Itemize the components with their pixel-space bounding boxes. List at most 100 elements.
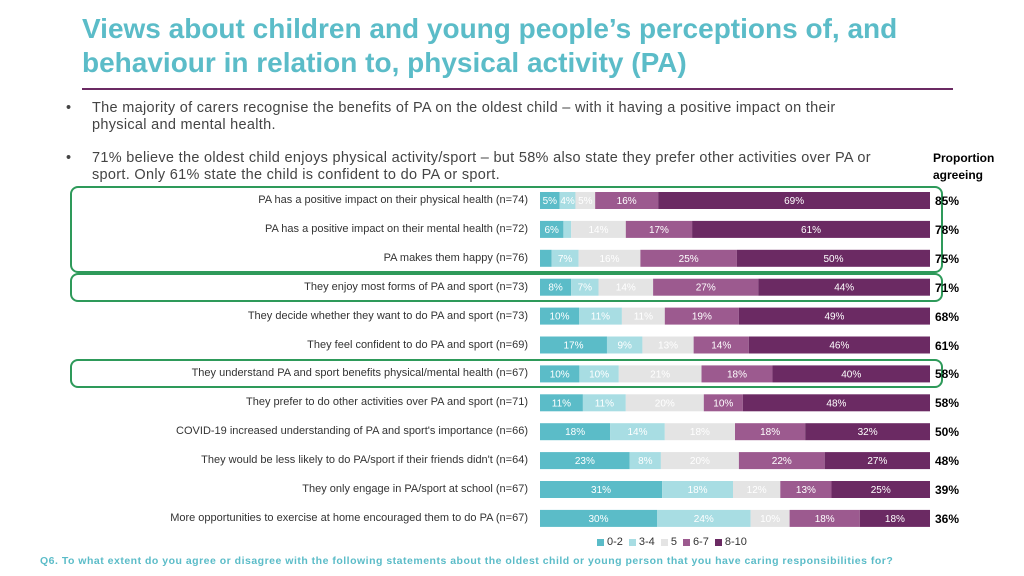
bar-data-label: 44%: [834, 283, 854, 294]
bar-data-label: 13%: [796, 485, 816, 496]
bar-data-label: 48%: [826, 398, 846, 409]
bar-segment-0-2: [540, 452, 630, 470]
legend-label: 5: [670, 536, 677, 548]
bar-segment-8-10: [742, 394, 930, 412]
bullet-1: • The majority of carers recognise the b…: [66, 100, 886, 134]
bar-segment-6-7: [703, 394, 743, 412]
bar-data-label: 18%: [690, 427, 710, 438]
bar-data-label: 14%: [711, 341, 731, 352]
legend-item: 3-4: [628, 536, 655, 548]
category-label: PA makes them happy (n=76): [383, 251, 528, 264]
bar-segment-5: [578, 249, 641, 267]
bar-data-label: 5%: [543, 196, 558, 207]
bar-segment-0-2: [540, 394, 583, 412]
bar-segment-3-4: [563, 220, 572, 238]
footnote: Q6. To what extent do you agree or disag…: [40, 555, 894, 567]
legend-swatch: [628, 538, 636, 546]
bar-data-label: 31%: [591, 485, 611, 496]
bar-segment-0-2: [540, 307, 579, 325]
proportion-agreeing-value: 58%: [935, 396, 960, 411]
bar-segment-8-10: [824, 452, 930, 470]
proportion-agreeing-value: 71%: [935, 280, 960, 295]
proportion-agreeing-value: 36%: [935, 511, 960, 526]
bar-data-label: 25%: [871, 485, 891, 496]
bar-data-label: 13%: [658, 341, 678, 352]
bar-segment-5: [733, 481, 781, 498]
bar-segment-0-2: [540, 278, 572, 296]
bar-segment-3-4: [571, 278, 599, 296]
bar-segment-6-7: [625, 220, 693, 238]
proportion-agreeing-value: 50%: [935, 425, 960, 440]
bar-data-label: 27%: [696, 283, 716, 294]
bar-data-label: 18%: [688, 485, 708, 496]
bar-data-label: 10%: [589, 369, 609, 380]
category-label: PA has a positive impact on their mental…: [264, 222, 528, 235]
category-label: More opportunities to exercise at home e…: [170, 511, 528, 524]
legend-swatch: [660, 538, 668, 546]
bar-segment-3-4: [662, 481, 734, 498]
bar-data-label: 18%: [885, 514, 905, 525]
bar-segment-8-10: [859, 509, 930, 527]
title-divider: [82, 88, 953, 90]
category-label: They would be less likely to do PA/sport…: [201, 454, 528, 467]
proportion-agreeing-value: 68%: [935, 309, 960, 324]
bullet-text: The majority of carers recognise the ben…: [92, 100, 836, 133]
category-label: They only engage in PA/sport at school (…: [302, 483, 528, 495]
bar-data-label: 17%: [649, 225, 669, 236]
category-label: PA has a positive impact on their physic…: [258, 194, 528, 206]
bar-data-label: 19%: [692, 312, 712, 323]
legend-label: 8-10: [724, 536, 747, 548]
bar-segment-3-4: [629, 452, 661, 470]
proportion-agreeing-value: 61%: [935, 338, 960, 353]
legend-item: 8-10: [714, 536, 747, 548]
proportion-agreeing-value: 78%: [935, 222, 960, 237]
bar-segment-0-2: [540, 192, 560, 209]
bar-data-label: 18%: [815, 514, 835, 525]
category-label: They feel confident to do PA and sport (…: [307, 338, 528, 351]
bar-data-label: 16%: [617, 196, 637, 207]
highlight-group-box: [70, 186, 943, 273]
bar-data-label: 7%: [558, 254, 573, 265]
bar-data-label: 6%: [544, 225, 559, 236]
highlight-group-box: [70, 272, 943, 302]
bar-segment-8-10: [831, 481, 930, 498]
legend-label: 6-7: [692, 536, 709, 548]
bar-data-label: 32%: [858, 427, 878, 438]
bar-segment-0-2: [540, 423, 611, 441]
bar-segment-3-4: [559, 192, 576, 209]
bar-data-label: 17%: [563, 341, 583, 352]
bar-segment-0-2: [540, 509, 657, 527]
bar-segment-8-10: [772, 365, 930, 383]
bar-data-label: 10%: [550, 369, 570, 380]
bar-segment-8-10: [738, 307, 930, 325]
bar-data-label: 16%: [599, 254, 619, 265]
legend-item: 6-7: [682, 536, 709, 548]
category-label: They enjoy most forms of PA and sport (n…: [304, 280, 528, 293]
bar-segment-0-2: [540, 336, 607, 354]
bar-segment-8-10: [736, 249, 930, 267]
bar-data-label: 7%: [578, 283, 593, 294]
bar-segment-3-4: [551, 249, 579, 267]
bar-segment-5: [575, 192, 596, 209]
bar-data-label: 14%: [616, 283, 636, 294]
bar-segment-8-10: [805, 423, 930, 441]
bar-data-label: 46%: [829, 341, 849, 352]
category-label: COVID-19 increased understanding of PA a…: [176, 425, 528, 438]
bar-data-label: 5%: [578, 196, 593, 207]
legend-swatch: [682, 538, 690, 546]
legend-swatch: [714, 538, 722, 546]
category-label: They decide whether they want to do PA a…: [247, 309, 528, 322]
bar-segment-0-2: [540, 365, 580, 383]
proportion-header: Proportion agreeing: [933, 151, 995, 182]
bar-segment-8-10: [658, 192, 930, 209]
bar-segment-6-7: [664, 307, 739, 325]
bar-data-label: 8%: [638, 456, 653, 467]
bar-data-label: 18%: [565, 427, 585, 438]
bar-data-label: 9%: [617, 341, 632, 352]
bar-data-label: 25%: [679, 254, 699, 265]
bar-segment-5: [664, 423, 735, 441]
bar-segment-6-7: [738, 452, 825, 470]
bar-segment-6-7: [640, 249, 737, 267]
bar-segment-6-7: [693, 336, 749, 354]
